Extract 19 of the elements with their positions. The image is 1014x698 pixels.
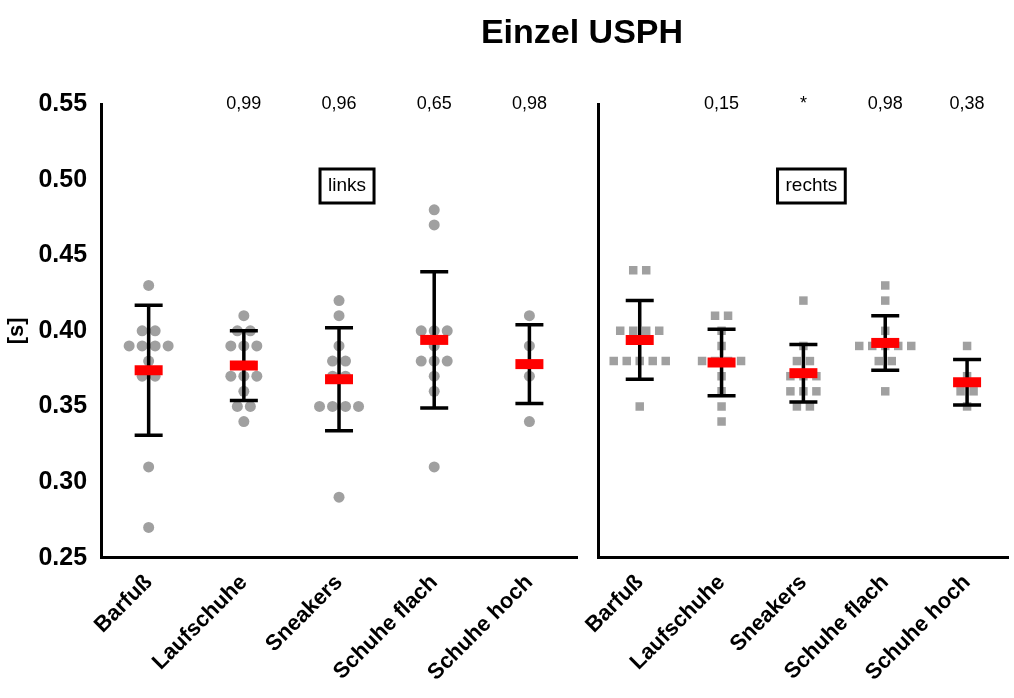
annotation: rechts bbox=[785, 174, 838, 196]
y-tick-label: 0.25 bbox=[38, 541, 88, 570]
y-axis-title: [s] bbox=[3, 317, 29, 345]
chart-title: Einzel USPH bbox=[479, 12, 685, 51]
y-tick-label: 0.45 bbox=[38, 239, 88, 268]
annotation: 0,98 bbox=[867, 92, 903, 113]
annotation: 0,96 bbox=[321, 92, 357, 113]
annotation: * bbox=[799, 92, 807, 113]
annotation: links bbox=[328, 174, 367, 196]
y-tick-label: 0.30 bbox=[38, 465, 88, 494]
y-tick-label: 0.35 bbox=[38, 390, 88, 419]
annotation: 0,15 bbox=[704, 92, 740, 113]
y-tick-label: 0.40 bbox=[38, 314, 88, 343]
annotation: 0,38 bbox=[949, 92, 985, 113]
annotation: 0,98 bbox=[511, 92, 547, 113]
annotation: 0,99 bbox=[226, 92, 262, 113]
y-tick-label: 0.55 bbox=[38, 87, 88, 116]
annotation: 0,65 bbox=[416, 92, 452, 113]
y-tick-label: 0.50 bbox=[38, 163, 88, 192]
